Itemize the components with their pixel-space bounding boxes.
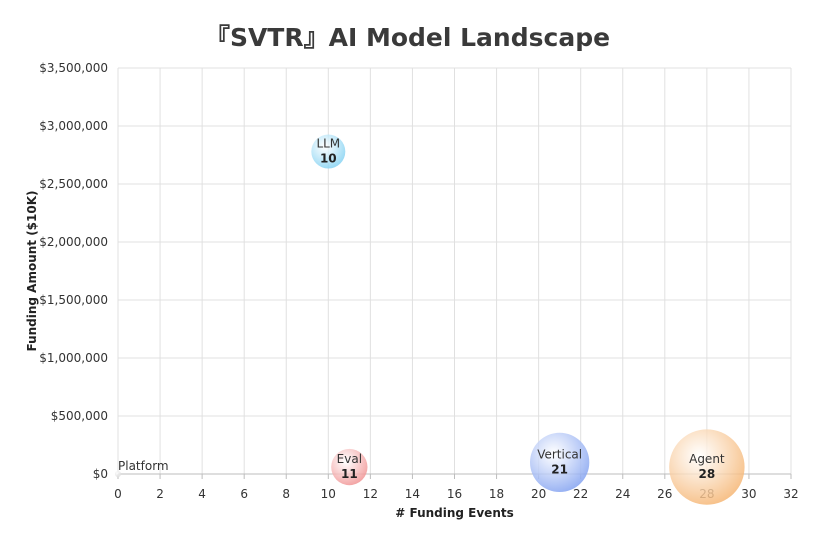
x-tick-label: 8 [282,487,290,501]
x-tick-label: 14 [405,487,420,501]
x-tick-label: 6 [240,487,248,501]
y-tick-label: $3,000,000 [39,119,108,133]
x-tick-label: 2 [156,487,164,501]
bubble-circle[interactable] [669,429,745,505]
bubble-label: Platform [118,459,169,473]
x-tick-label: 12 [363,487,378,501]
bubble-label: Eval [337,452,362,466]
x-tick-label: 10 [321,487,336,501]
y-tick-label: $0 [93,467,108,481]
y-axis-ticks: $0 $500,000 $1,000,000 $1,500,000 $2,000,000… [39,61,108,481]
y-tick-label: $2,000,000 [39,235,108,249]
grid-lines [117,67,792,475]
bubble-label: Agent [689,452,725,466]
bubble-size-label: 10 [320,152,337,166]
bubble-label: Vertical [537,447,582,461]
bubble-size-label: 28 [699,467,716,481]
x-tick-label: 30 [741,487,756,501]
chart-title: 『SVTR』AI Model Landscape [204,23,611,52]
bubble-platform[interactable]: Platform [115,459,169,477]
x-tick-label: 4 [198,487,206,501]
y-tick-label: $1,000,000 [39,351,108,365]
bubble-circle[interactable] [331,448,368,486]
bubble-size-label: 11 [341,467,358,481]
x-tick-label: 22 [573,487,588,501]
x-tick-label: 24 [615,487,630,501]
y-tick-label: $1,500,000 [39,293,108,307]
y-tick-label: $3,500,000 [39,61,108,75]
x-tick-label: 18 [489,487,504,501]
bubble-circle[interactable] [530,432,590,493]
x-tick-label: 0 [114,487,122,501]
bubble-circle[interactable] [311,134,346,169]
x-tick-label: 20 [531,487,546,501]
y-tick-label: $2,500,000 [39,177,108,191]
x-tick-label: 32 [783,487,798,501]
bubble-label: LLM [316,137,340,151]
bubble-size-label: 21 [551,462,568,476]
y-tick-label: $500,000 [51,409,108,423]
x-tick-label: 26 [657,487,672,501]
x-axis-title: # Funding Events [395,506,514,520]
x-tick-label: 16 [447,487,462,501]
bubble-circle[interactable] [115,471,121,477]
y-axis-title: Funding Amount ($10K) [25,190,39,351]
